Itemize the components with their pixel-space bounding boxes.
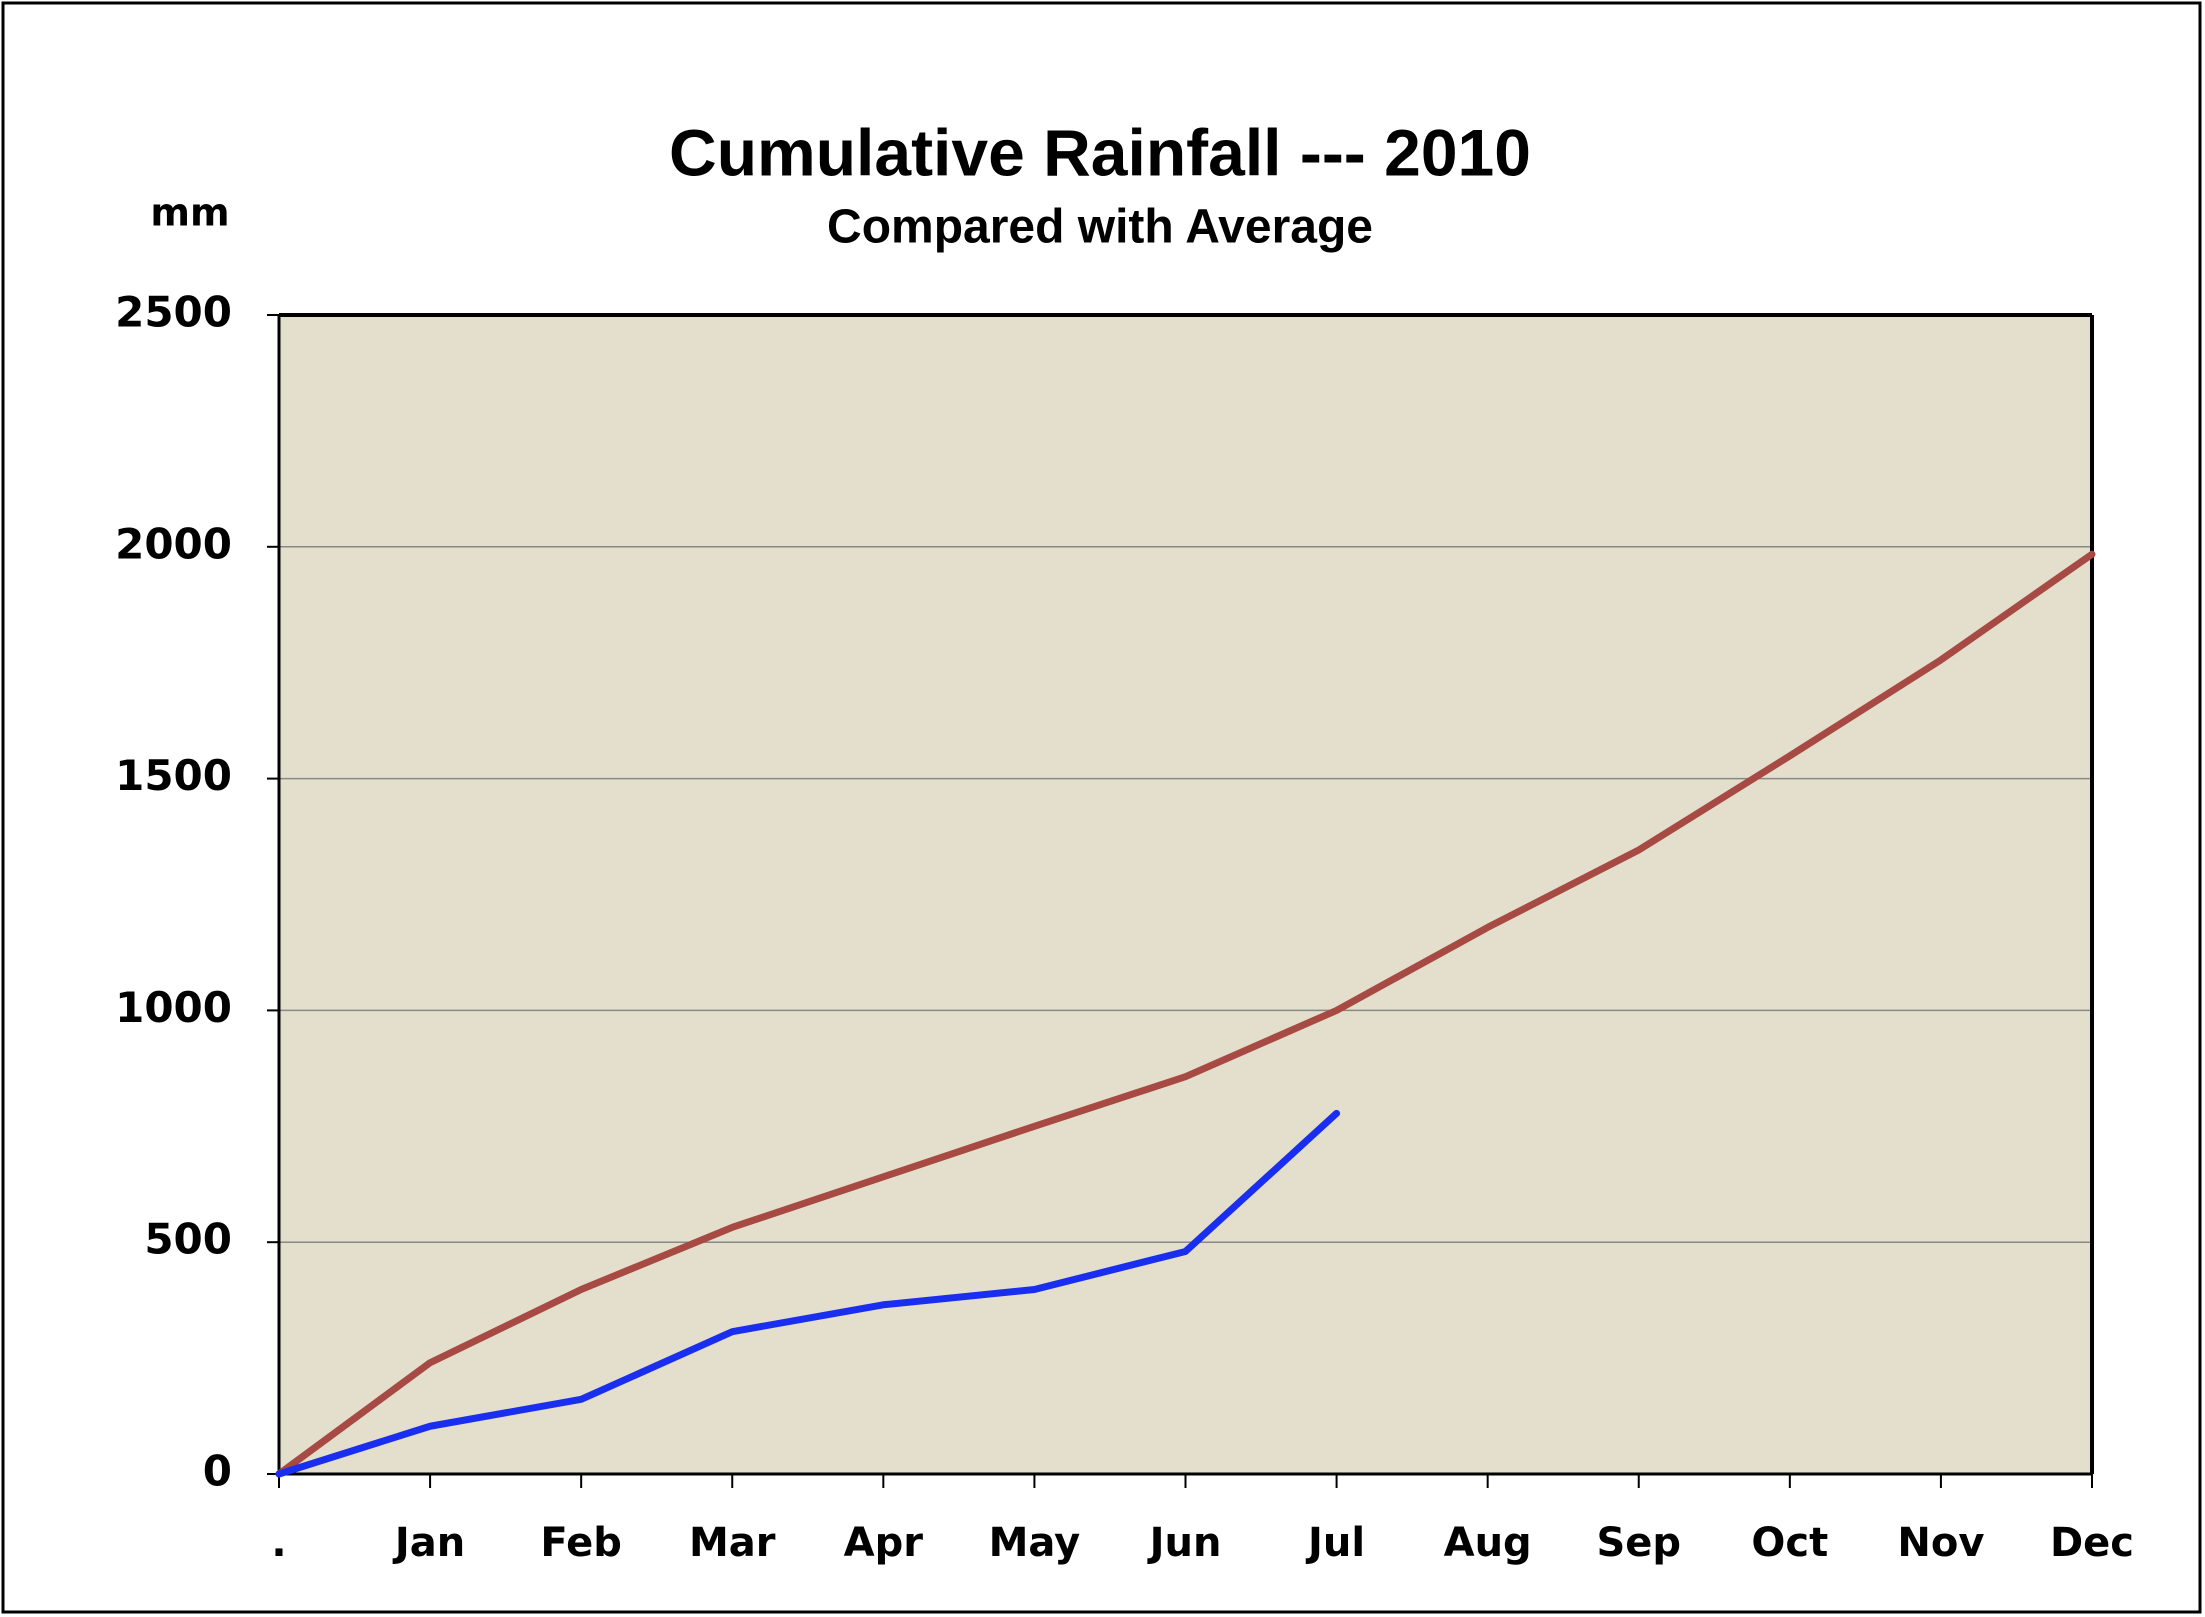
- y-tick-label: 0: [203, 1447, 232, 1496]
- y-tick-label: 1000: [115, 983, 232, 1032]
- x-tick-label: May: [989, 1520, 1081, 1566]
- x-tick-label: Oct: [1751, 1520, 1828, 1566]
- y-tick-label: 2500: [115, 288, 232, 337]
- x-tick-label: Nov: [1897, 1520, 1984, 1566]
- y-tick-label: 500: [144, 1215, 232, 1264]
- x-tick-label: Dec: [2050, 1520, 2134, 1566]
- plot-area: [279, 315, 2092, 1474]
- x-tick-label: Apr: [844, 1520, 924, 1566]
- series-line: [275, 1109, 1341, 1478]
- y-tick-label: 2000: [115, 519, 232, 568]
- y-tick-label: 1500: [115, 751, 232, 800]
- x-tick-label: Sep: [1596, 1520, 1681, 1566]
- chart-title: Cumulative Rainfall --- 2010: [669, 115, 1531, 189]
- y-axis-label: mm: [150, 191, 229, 235]
- chart-subtitle: Compared with Average: [827, 201, 1373, 254]
- x-tick-label: Feb: [540, 1520, 621, 1566]
- x-tick-label: Mar: [689, 1520, 776, 1566]
- x-tick-label: Aug: [1444, 1520, 1532, 1566]
- x-tick-label: Jun: [1147, 1520, 1222, 1566]
- x-tick-label: .: [271, 1520, 286, 1566]
- series-line: [275, 550, 2096, 1478]
- x-tick-label: Jan: [392, 1520, 465, 1566]
- x-tick-label: Jul: [1305, 1520, 1365, 1566]
